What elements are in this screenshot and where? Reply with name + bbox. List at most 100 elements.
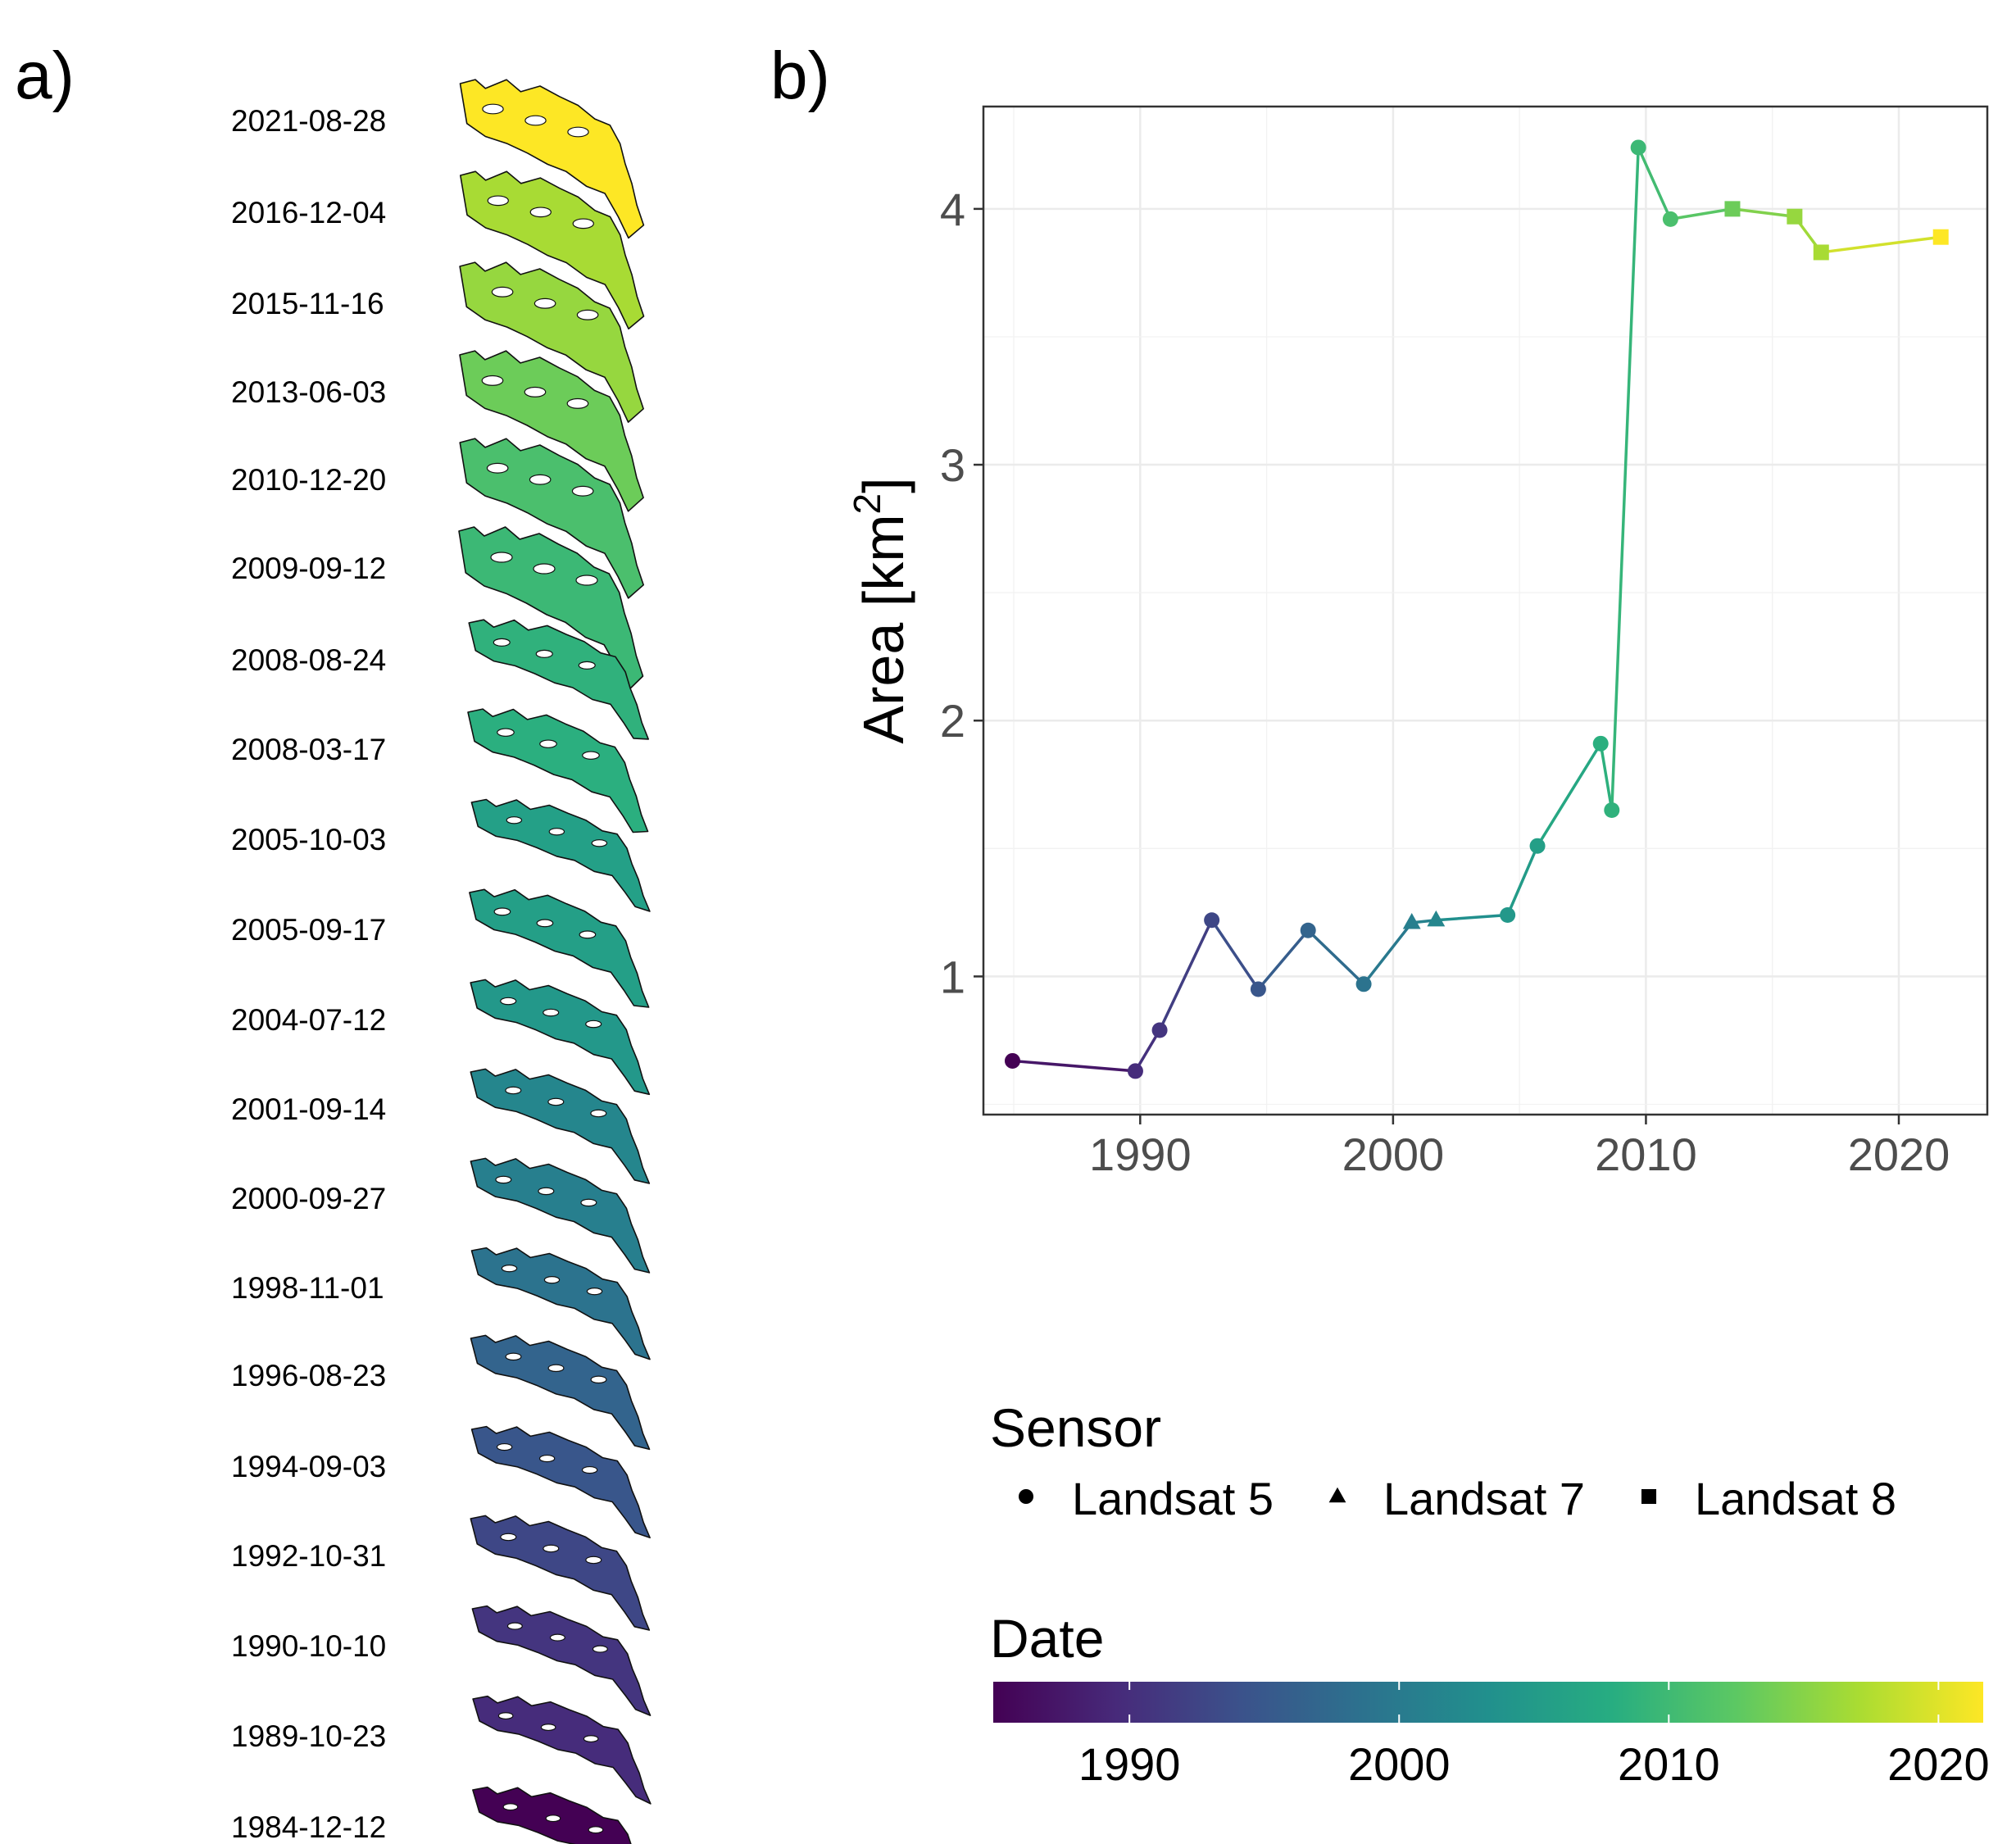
series-segment (1306, 929, 1365, 986)
lake-date-label: 2010-12-20 (231, 463, 386, 497)
lake-island (543, 1008, 560, 1017)
lake-island (505, 1086, 522, 1095)
lake-date-label: 1984-12-12 (231, 1810, 386, 1844)
legend-date-title: Date (990, 1608, 1104, 1669)
lake-date-label: 2013-06-03 (231, 375, 386, 409)
lake-date-label: 2000-09-27 (231, 1182, 386, 1215)
data-point (1630, 139, 1646, 156)
lake-outline (470, 1425, 651, 1539)
x-tick-label: 2010 (1595, 1129, 1697, 1180)
lake-island (588, 1826, 604, 1834)
lake-outline (472, 1695, 652, 1805)
lake-date-label: 2008-08-24 (231, 643, 386, 677)
data-point (1724, 201, 1741, 217)
lake-date-label: 1996-08-23 (231, 1359, 386, 1392)
lake-island (535, 649, 553, 658)
data-point (1355, 976, 1372, 992)
lake-island (497, 1712, 514, 1720)
lake-date-label: 2008-03-17 (231, 733, 386, 766)
lake-island (592, 1645, 608, 1653)
lake-outline (470, 979, 651, 1096)
lake-island (549, 1633, 565, 1642)
lake-island (486, 462, 509, 474)
series-segment (1010, 1059, 1137, 1073)
lake-island (590, 1109, 607, 1118)
data-point (1204, 912, 1220, 929)
axes: 1990 2000 2010 2020 1 2 3 4 (940, 184, 1950, 1180)
lake-date-label: 1989-10-23 (231, 1719, 386, 1753)
lake-island (540, 1724, 556, 1732)
data-point (1300, 922, 1316, 938)
series-segment (1210, 918, 1260, 991)
data-point (1127, 1063, 1143, 1079)
lake-island (500, 997, 517, 1006)
lake-island (547, 1364, 565, 1373)
y-tick-label: 4 (940, 184, 965, 235)
series-segment (1731, 207, 1796, 218)
x-tick-label: 2000 (1342, 1129, 1445, 1180)
legend-sensor: Sensor Landsat 5 Landsat 7 Landsat 8 (990, 1397, 1896, 1524)
colorbar-tick-label: 2000 (1348, 1738, 1451, 1790)
lake-outline (470, 1247, 651, 1360)
lake-island (586, 1288, 603, 1296)
lake-island (524, 115, 547, 126)
legend-key-square (1641, 1488, 1657, 1505)
data-point (1662, 211, 1678, 227)
lake-date-label: 1998-11-01 (231, 1271, 384, 1305)
lake-island (580, 1198, 597, 1207)
lake-island (505, 1352, 522, 1361)
y-tick-label: 3 (940, 439, 965, 491)
lake-island (572, 218, 594, 229)
lake-island (545, 1814, 561, 1823)
lake-island (487, 195, 509, 207)
series-segment (1599, 742, 1614, 812)
lake-island (481, 375, 504, 386)
data-point (1592, 735, 1609, 752)
data-point (1427, 910, 1446, 927)
lake-outline (470, 1515, 651, 1631)
lake-outline (470, 1068, 651, 1184)
lake-date-label: 2021-08-28 (231, 104, 386, 138)
legend-date: Date 1990 2000 2010 2020 (990, 1608, 1990, 1790)
lake-date-label: 1994-09-03 (231, 1450, 386, 1483)
lake-island (590, 1375, 607, 1384)
lake-outline (459, 170, 645, 330)
lake-island (582, 751, 600, 760)
grid-lines (983, 107, 1987, 1115)
series-segment (1158, 918, 1214, 1032)
lake-outline (469, 888, 650, 1008)
lake-outline (467, 708, 649, 833)
lake-island (501, 1265, 518, 1273)
lake-island (548, 828, 565, 836)
lake-island (490, 552, 513, 563)
lake-island (585, 1556, 602, 1565)
legend-sensor-title: Sensor (990, 1397, 1161, 1458)
colorbar (993, 1682, 1983, 1723)
lake-island (579, 930, 597, 939)
data-point (1787, 208, 1803, 225)
lake-island (496, 1442, 513, 1451)
x-tick-label: 1990 (1089, 1129, 1192, 1180)
y-tick-label: 2 (940, 695, 965, 747)
data-point (1813, 244, 1829, 261)
colorbar-tick-label: 1990 (1078, 1738, 1181, 1790)
lake-outline (459, 350, 644, 512)
series-segment (1819, 235, 1942, 254)
data-point (1529, 838, 1546, 854)
legend-key-circle (1018, 1488, 1034, 1505)
lake-island (536, 919, 554, 928)
series-segment (1536, 742, 1602, 847)
lake-date-label: 2004-07-12 (231, 1003, 386, 1037)
lake-date-label: 1992-10-31 (231, 1539, 386, 1573)
lake-island (533, 563, 556, 575)
y-axis-label-main: Area (851, 606, 915, 743)
lake-outline (470, 798, 651, 912)
lake-island (567, 126, 589, 138)
legend-sensor-label: Landsat 7 (1383, 1473, 1585, 1524)
panel-b-label: b) (770, 39, 830, 113)
lake-island (571, 485, 594, 497)
colorbar-tick-label: 2010 (1618, 1738, 1720, 1790)
lake-island (575, 575, 598, 586)
lake-island (538, 1187, 555, 1196)
